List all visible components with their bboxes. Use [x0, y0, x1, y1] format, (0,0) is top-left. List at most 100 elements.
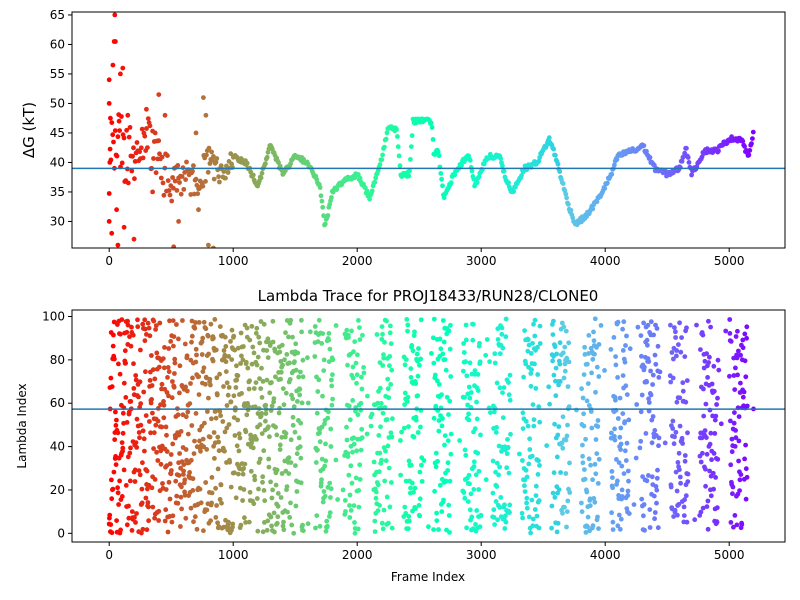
lambda-point [300, 374, 306, 380]
dg-point [188, 192, 194, 197]
dg-point [206, 145, 212, 151]
lambda-point [655, 467, 660, 473]
lambda-point [290, 334, 295, 340]
dg-point [156, 138, 162, 144]
lambda-point [196, 374, 202, 379]
lambda-point [327, 514, 332, 519]
dg-point [551, 146, 556, 152]
lambda-point [273, 424, 278, 430]
lambda-point [256, 460, 262, 465]
dg-point [201, 95, 206, 100]
lambda-point [406, 458, 412, 464]
lambda-point [115, 430, 121, 436]
lambda-point [196, 320, 202, 325]
lambda-point [177, 451, 183, 456]
dg-point [183, 177, 189, 183]
lambda-point [272, 529, 277, 535]
lambda-point [143, 413, 149, 418]
lambda-point [492, 351, 498, 357]
lambda-point [646, 359, 652, 364]
lambda-point [226, 354, 232, 359]
lambda-point [376, 433, 382, 438]
dg-point [317, 185, 323, 190]
lambda-point [526, 514, 532, 520]
lambda-point [193, 359, 199, 365]
lambda-point [703, 466, 708, 472]
dg-point [125, 112, 131, 118]
lambda-point [353, 475, 359, 481]
lambda-point [582, 352, 588, 357]
lambda-point [240, 471, 246, 477]
lambda-panel: Lambda Trace for PROJ18433/RUN28/CLONE0 … [15, 287, 786, 584]
lambda-point [530, 516, 536, 522]
lambda-point [737, 488, 742, 493]
y-tick-label: 35 [50, 185, 65, 199]
lambda-point [612, 434, 617, 439]
lambda-point [286, 471, 292, 476]
lambda-point [672, 507, 678, 513]
lambda-point [735, 372, 740, 378]
lambda-point [281, 527, 287, 533]
dg-point [116, 118, 122, 124]
lambda-point [580, 453, 585, 459]
lambda-point [255, 528, 261, 534]
lambda-point [442, 442, 447, 448]
lambda-point [124, 522, 130, 528]
dg-point [440, 183, 445, 189]
y-tick-label: 40 [50, 440, 65, 454]
lambda-point [223, 369, 229, 374]
lambda-point [677, 395, 683, 401]
lambda-point [678, 349, 684, 355]
lambda-point [110, 343, 116, 349]
lambda-point [506, 470, 512, 476]
lambda-point [176, 336, 181, 342]
lambda-point [164, 449, 170, 454]
lambda-point [260, 479, 265, 485]
lambda-point [730, 491, 735, 497]
dg-point [394, 127, 399, 132]
lambda-point [495, 337, 501, 342]
lambda-point [626, 511, 632, 516]
dg-point [380, 152, 385, 158]
lambda-point [152, 515, 158, 521]
lambda-point [554, 454, 560, 460]
lambda-point [136, 430, 142, 435]
lambda-point [648, 368, 653, 374]
lambda-point [183, 384, 189, 390]
dg-point [203, 179, 208, 184]
lambda-point [252, 473, 257, 479]
dg-point [259, 170, 265, 176]
lambda-point [213, 485, 219, 491]
y-tick-label: 50 [50, 96, 65, 110]
lambda-point [705, 498, 711, 504]
lambda-point [644, 337, 650, 343]
lambda-point [527, 436, 532, 442]
dg-point [476, 174, 482, 180]
lambda-point [200, 335, 206, 341]
lambda-point [278, 376, 283, 382]
dg-point [204, 152, 209, 158]
dg-point [203, 112, 209, 118]
lambda-point [447, 530, 452, 535]
lambda-point [412, 329, 417, 335]
lambda-point [591, 338, 597, 344]
lambda-point [380, 331, 385, 337]
lambda-point [595, 481, 601, 486]
lambda-point [319, 341, 325, 346]
lambda-point [266, 456, 272, 462]
lambda-point [155, 418, 161, 424]
lambda-point [448, 431, 454, 437]
lambda-point [586, 403, 592, 408]
lambda-point [615, 375, 620, 380]
lambda-point [595, 424, 601, 429]
lambda-point [222, 448, 227, 454]
lambda-point [326, 409, 331, 415]
lambda-point [552, 344, 558, 350]
lambda-point [709, 457, 714, 463]
lambda-point [700, 505, 706, 511]
lambda-point [702, 428, 708, 433]
dg-point [216, 174, 222, 180]
lambda-point [497, 464, 502, 470]
lambda-point [153, 323, 159, 328]
dg-point [357, 175, 363, 181]
